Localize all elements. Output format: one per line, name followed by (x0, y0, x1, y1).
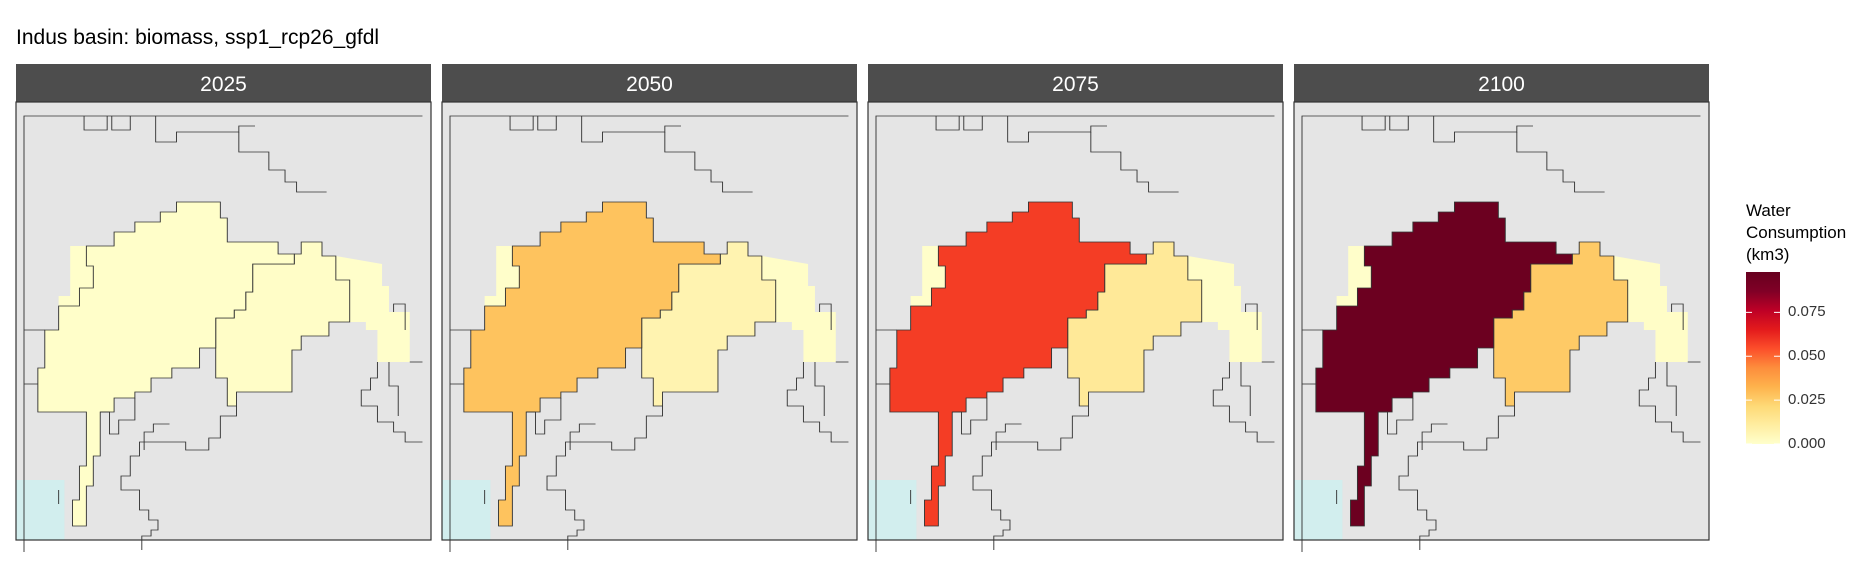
admin-border (1398, 406, 1515, 550)
admin-border (388, 362, 399, 416)
chart-title: Indus basin: biomass, ssp1_rcp26_gfdl (16, 26, 380, 49)
facet-panel-2025: 2025 (15, 64, 432, 552)
admin-border (875, 115, 1275, 552)
region-northwest (910, 246, 946, 306)
panel-frame (1293, 101, 1710, 541)
region-northeast (1187, 256, 1262, 362)
legend-title-line-1: Water (1746, 201, 1791, 220)
admin-border (537, 116, 557, 131)
admin-border (1389, 116, 1409, 131)
region-central (463, 201, 721, 527)
panel-map (1293, 115, 1701, 552)
facet-strip (1294, 64, 1709, 102)
legend-tick-label: 0.050 (1788, 347, 1826, 365)
admin-border (100, 398, 136, 435)
panel-frame (441, 101, 858, 541)
admin-border (1212, 362, 1275, 443)
admin-border (1671, 303, 1684, 330)
legend-title-line-2: Consumption (1746, 223, 1847, 242)
sea-area (441, 480, 491, 540)
admin-border (83, 116, 108, 131)
sea-area (15, 480, 65, 540)
admin-border (546, 406, 663, 550)
admin-border (995, 423, 1022, 450)
facet-strip-label: 2025 (200, 73, 247, 96)
facet-strip-label: 2050 (626, 73, 673, 96)
region-central (37, 201, 295, 527)
panel-frame (867, 101, 1284, 541)
admin-border (1007, 116, 1107, 143)
admin-border (1433, 116, 1533, 143)
admin-border (569, 423, 596, 450)
admin-border (155, 116, 255, 143)
admin-border (814, 362, 825, 416)
admin-border (963, 116, 983, 131)
sea-area (1293, 480, 1343, 540)
admin-border (238, 132, 327, 193)
admin-border (819, 303, 832, 330)
admin-border (1361, 116, 1386, 131)
region-northeast (1613, 256, 1688, 362)
admin-border (581, 116, 681, 143)
admin-border (1378, 398, 1414, 435)
admin-border (664, 132, 753, 193)
admin-border (935, 116, 960, 131)
facet-panel-2075: 2075 (867, 64, 1284, 552)
legend-title-line-3: (km3) (1746, 245, 1790, 264)
admin-border (120, 406, 237, 550)
facet-strip (16, 64, 431, 102)
admin-border (1421, 423, 1448, 450)
admin-border (111, 116, 131, 131)
facet-strip-label: 2100 (1478, 73, 1525, 96)
admin-border (393, 303, 406, 330)
admin-border (1245, 303, 1258, 330)
admin-border (526, 398, 562, 435)
panel-map (867, 115, 1275, 552)
sea-area (867, 480, 917, 540)
admin-border (1090, 132, 1179, 193)
admin-border (360, 362, 423, 443)
panel-map (441, 115, 849, 552)
admin-border (1240, 362, 1251, 416)
legend-colorbar (1746, 272, 1780, 444)
admin-border (23, 115, 423, 552)
admin-border (1516, 132, 1605, 193)
region-northeast (761, 256, 836, 362)
facet-strip (442, 64, 857, 102)
panel-map (15, 115, 423, 552)
legend-tick-label: 0.075 (1788, 303, 1826, 321)
region-northwest (1336, 246, 1372, 306)
admin-border (786, 362, 849, 443)
admin-border (1666, 362, 1677, 416)
facet-strip (868, 64, 1283, 102)
legend-title: Water Consumption (km3) (1746, 200, 1846, 266)
admin-border (1638, 362, 1701, 443)
region-northwest (484, 246, 520, 306)
admin-border (143, 423, 170, 450)
admin-border (972, 406, 1089, 550)
admin-border (952, 398, 988, 435)
panel-frame (15, 101, 432, 541)
region-northwest (58, 246, 94, 306)
facet-panel-2100: 2100 (1293, 64, 1710, 552)
admin-border (509, 116, 534, 131)
region-central (889, 201, 1147, 527)
legend-tick-label: 0.000 (1788, 435, 1826, 452)
admin-border (449, 115, 849, 552)
facet-strip-label: 2075 (1052, 73, 1099, 96)
region-northeast (335, 256, 410, 362)
region-central (1315, 201, 1573, 527)
admin-border (1301, 115, 1701, 552)
legend-tick-label: 0.025 (1788, 391, 1826, 409)
facet-panel-2050: 2050 (441, 64, 858, 552)
